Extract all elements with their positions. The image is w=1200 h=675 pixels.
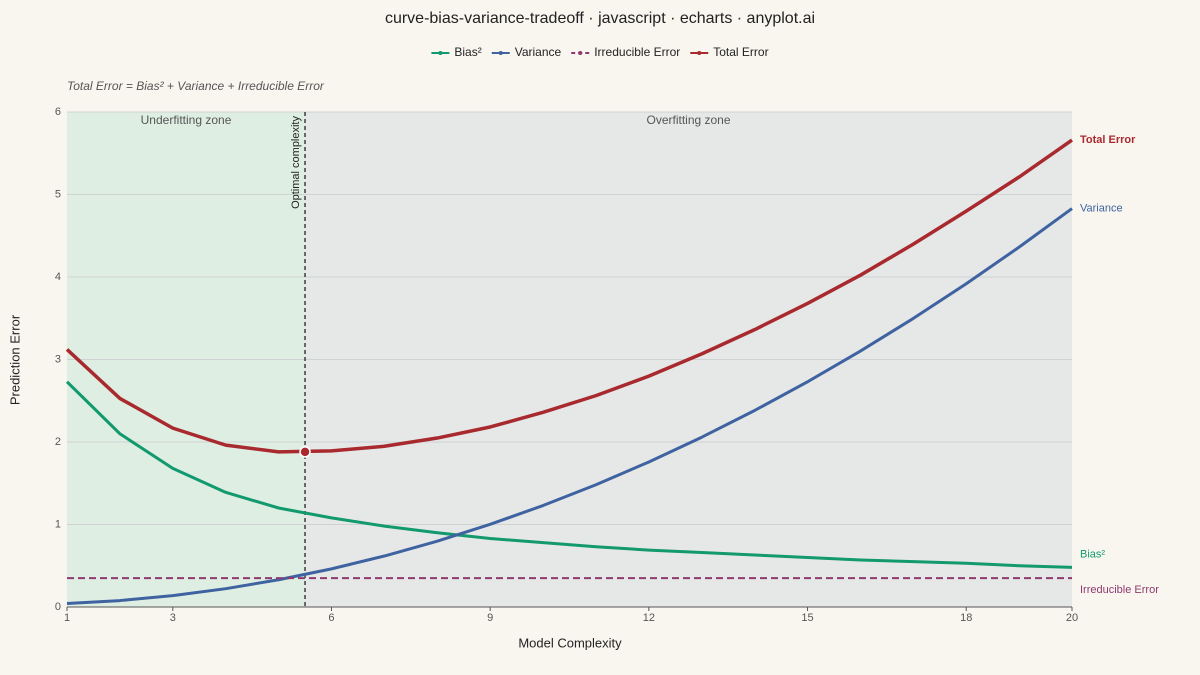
legend-item: Bias² (431, 45, 482, 59)
series-line (66, 207, 1073, 606)
legend-label: Total Error (713, 45, 768, 59)
legend-label: Bias² (454, 45, 481, 59)
y-tick-label: 0 (55, 601, 61, 613)
end-label: Irreducible Error (1080, 584, 1159, 596)
end-label: Bias² (1080, 548, 1105, 560)
zone-label: Overfitting zone (646, 113, 730, 127)
y-tick-label: 6 (55, 106, 61, 118)
x-tick-label: 9 (487, 612, 493, 624)
annotation: Total Error = Bias² + Variance + Irreduc… (67, 79, 325, 93)
x-tick-label: 1 (64, 612, 70, 624)
legend-label: Irreducible Error (594, 45, 680, 59)
legend-dot (697, 51, 702, 55)
legend-item: Total Error (690, 45, 769, 59)
y-tick-label: 3 (55, 353, 61, 365)
y-tick-label: 4 (55, 271, 61, 283)
x-axis-label: Model Complexity (518, 635, 622, 650)
zone-label: Underfitting zone (141, 113, 232, 127)
legend: Bias² Variance Irreducible Error Total Erro… (431, 45, 769, 59)
optimal-point (299, 446, 311, 458)
y-tick-label: 1 (55, 518, 61, 530)
x-tick-label: 20 (1066, 612, 1078, 624)
legend-dot (578, 51, 583, 55)
y-tick-label: 2 (55, 436, 61, 448)
x-tick-label: 6 (328, 612, 334, 624)
optimal-label: Optimal complexity (290, 116, 302, 209)
x-tick-label: 3 (170, 612, 176, 624)
series-line (65, 380, 1073, 569)
chart-title: curve-bias-variance-tradeoff · javascrip… (385, 10, 815, 27)
legend-dot (498, 51, 503, 55)
legend-item: Variance (491, 45, 562, 59)
end-label: Variance (1080, 202, 1123, 214)
legend-item: Irreducible Error (571, 45, 680, 59)
legend-label: Variance (515, 45, 562, 59)
x-tick-label: 12 (643, 612, 655, 624)
x-tick-label: 18 (960, 612, 972, 624)
y-axis-label: Prediction Error (7, 314, 22, 405)
y-tick-label: 5 (55, 188, 61, 200)
legend-dot (438, 51, 443, 55)
end-label: Total Error (1080, 134, 1136, 146)
series-line (65, 138, 1074, 454)
x-tick-label: 15 (801, 612, 813, 624)
